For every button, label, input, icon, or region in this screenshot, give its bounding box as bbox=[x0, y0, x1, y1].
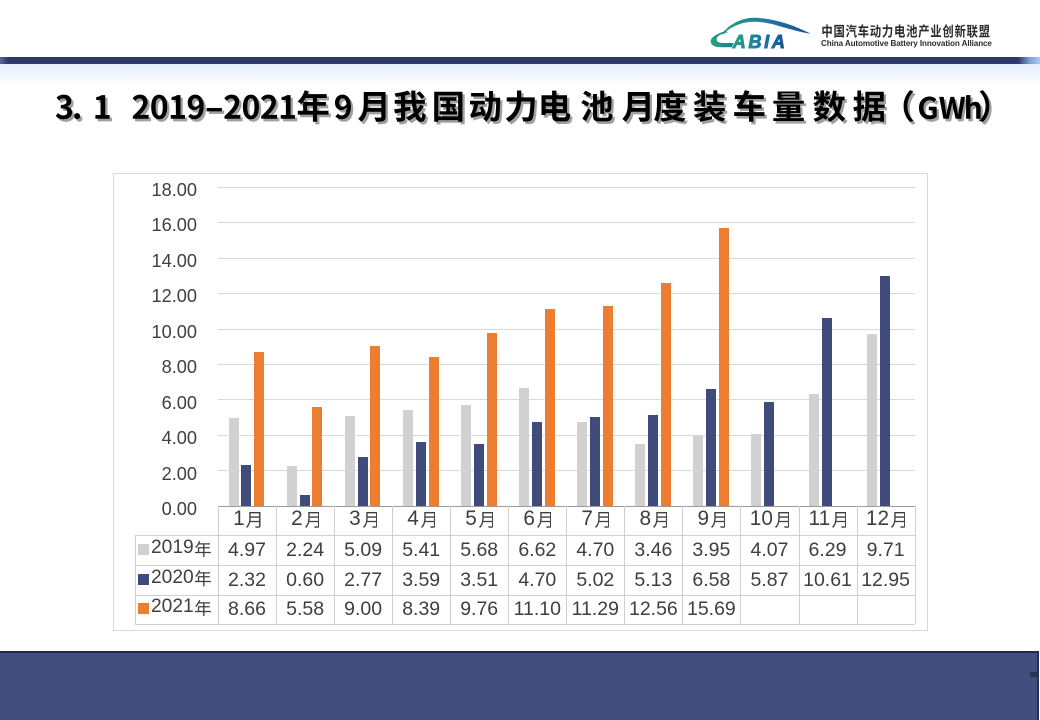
svg-text:ABIA: ABIA bbox=[732, 32, 788, 51]
